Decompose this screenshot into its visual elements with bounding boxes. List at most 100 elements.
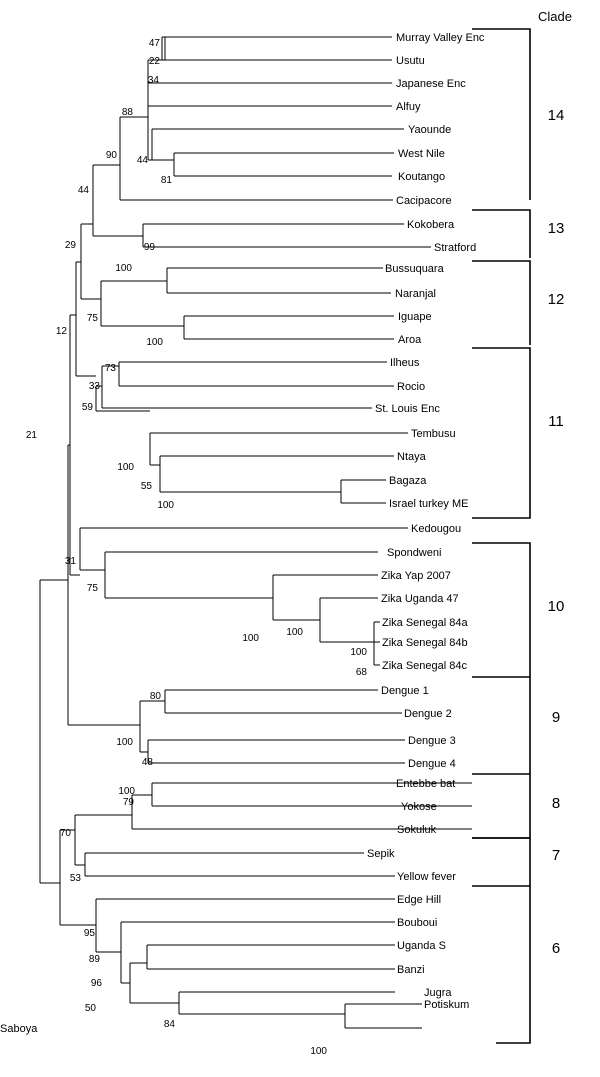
taxon-label: Edge Hill	[397, 894, 441, 906]
taxon-label: Dengue 3	[408, 735, 456, 747]
taxon-label: Murray Valley Enc	[396, 32, 485, 44]
branch-6c	[121, 963, 131, 1003]
clade-number: 13	[548, 220, 565, 237]
taxon-label: Bouboui	[397, 917, 437, 929]
branch-7-8	[60, 815, 76, 865]
clade-number: 11	[548, 413, 564, 430]
branch-wn-koutango	[152, 153, 175, 176]
branch-root	[39, 579, 60, 883]
bootstrap-value: 95	[84, 928, 96, 939]
taxon-label: Bussuquara	[385, 263, 445, 275]
clade-bracket	[472, 676, 531, 774]
branch-upper-4	[81, 165, 94, 236]
branch-iguape-aroa	[101, 316, 185, 339]
branch-6b	[96, 922, 122, 983]
taxon-label: Dengue 4	[408, 758, 456, 770]
branch-14	[93, 117, 121, 200]
branch-bagaza-israel	[160, 480, 342, 503]
clade-bracket	[472, 260, 531, 345]
branch-13	[93, 224, 144, 247]
taxon-label: Dengue 1	[381, 685, 429, 697]
clade-bracket	[472, 542, 531, 677]
branch-14-a	[148, 37, 163, 61]
bootstrap-value: 100	[116, 737, 133, 748]
bootstrap-value: 100	[310, 1046, 327, 1057]
bootstrap-value: 44	[137, 155, 149, 166]
taxon-label: Israel turkey ME	[389, 498, 468, 510]
bootstrap-value: 100	[118, 786, 135, 797]
bootstrap-value: 100	[146, 337, 163, 348]
taxon-label: St. Louis Enc	[375, 403, 440, 415]
branch-upper-3	[76, 224, 82, 299]
taxon-label: Tembusu	[411, 428, 456, 440]
branch-main	[60, 445, 69, 725]
branch-west-nile-group	[148, 129, 153, 161]
bootstrap-value: 100	[117, 462, 134, 473]
taxon-label: Ntaya	[397, 451, 427, 463]
bootstrap-value: 100	[286, 627, 303, 638]
branch-8	[75, 795, 133, 829]
bootstrap-value: 44	[78, 185, 90, 196]
branch-upper-2	[70, 262, 77, 376]
branch-outgroup	[40, 830, 61, 925]
branch-11	[76, 375, 97, 411]
bootstrap-value: 81	[161, 175, 173, 186]
bootstrap-value: 100	[157, 500, 174, 511]
bootstrap-values: 47 22 34 88 44 81 90 44 99 29 100 75 100 12 73 33 59 100 5…	[26, 38, 368, 1057]
bootstrap-value: 79	[123, 797, 135, 808]
bootstrap-value: 70	[60, 828, 72, 839]
bootstrap-value: 100	[115, 263, 132, 274]
taxon-label: Kedougou	[411, 523, 461, 535]
taxon-label: Zika Uganda 47	[381, 593, 459, 605]
clade-bracket	[472, 773, 531, 839]
branch-11-sub	[96, 366, 103, 408]
taxon-label: Entebbe bat	[396, 778, 455, 790]
clade-number: 12	[548, 291, 565, 308]
branch-ntaya-bagaza	[150, 456, 161, 492]
bootstrap-value: 21	[26, 430, 38, 441]
bootstrap-value: 48	[142, 757, 154, 768]
branch-6	[60, 899, 97, 952]
bootstrap-value: 84	[164, 1019, 176, 1030]
bootstrap-value: 100	[242, 633, 259, 644]
clade-number: 7	[552, 847, 560, 864]
branch-dengue	[68, 701, 141, 752]
bootstrap-value: 89	[89, 954, 101, 965]
taxon-label: Japanese Enc	[396, 78, 466, 90]
branch-bussuquara-naranjal	[101, 268, 168, 293]
taxon-label: Iguape	[398, 311, 432, 323]
branch-12	[81, 281, 102, 326]
taxon-label: Bagaza	[389, 475, 427, 487]
bootstrap-value: 59	[82, 402, 94, 413]
branch-10	[80, 552, 106, 598]
bootstrap-value: 33	[89, 381, 101, 392]
taxon-label: West Nile	[398, 148, 445, 160]
bootstrap-value: 88	[122, 107, 134, 118]
taxon-label: Yokose	[401, 801, 437, 813]
taxon-label: Alfuy	[396, 101, 421, 113]
clade-bracket	[472, 885, 531, 1044]
branch-6f	[179, 1004, 346, 1028]
taxon-label: Sepik	[367, 848, 395, 860]
taxon-label: Zika Senegal 84b	[382, 637, 468, 649]
taxon-label: Yellow fever	[397, 871, 456, 883]
branch-zika-senegal	[320, 622, 375, 665]
clade-brackets	[472, 28, 531, 1044]
taxon-label: Dengue 2	[404, 708, 452, 720]
branch-dengue-34	[140, 740, 149, 763]
branch-6e	[130, 992, 180, 1014]
bootstrap-value: 100	[350, 647, 367, 658]
taxon-label: Banzi	[397, 964, 425, 976]
clade-number: 14	[548, 107, 565, 124]
taxon-label: Spondweni	[387, 547, 441, 559]
clade-number: 10	[548, 598, 565, 615]
clade-bracket	[472, 28, 531, 200]
taxon-label: Zika Yap 2007	[381, 570, 451, 582]
bootstrap-value: 47	[149, 38, 161, 49]
taxon-label: Kokobera	[407, 219, 455, 231]
taxon-label: Yaounde	[408, 124, 451, 136]
taxon-label: Potiskum	[424, 999, 469, 1011]
taxon-label: Koutango	[398, 171, 445, 183]
bootstrap-value: 12	[56, 326, 68, 337]
